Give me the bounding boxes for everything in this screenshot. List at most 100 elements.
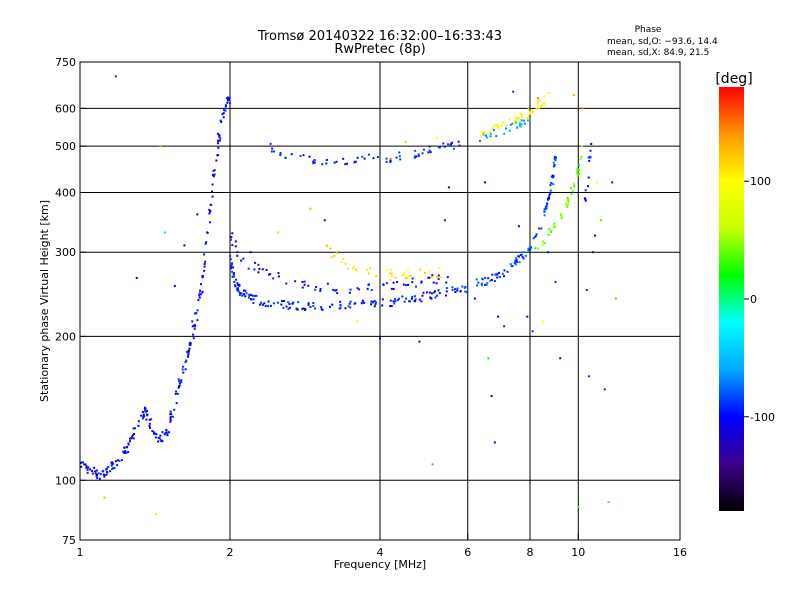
data-point [130, 435, 133, 438]
data-point [352, 267, 355, 270]
data-point [213, 173, 216, 176]
data-point [213, 169, 216, 172]
data-point [607, 501, 610, 504]
data-point [438, 146, 441, 149]
data-point [173, 284, 176, 287]
data-point [85, 467, 88, 470]
data-point [411, 281, 414, 284]
data-point [94, 472, 97, 475]
data-point [519, 112, 522, 115]
data-point [580, 155, 583, 158]
data-point [395, 156, 398, 159]
data-point [497, 126, 500, 129]
data-point [349, 300, 352, 303]
data-point [209, 210, 212, 213]
data-point [370, 303, 373, 306]
data-point [313, 161, 316, 164]
data-point [398, 297, 401, 300]
data-point [549, 189, 552, 192]
data-point [520, 123, 523, 126]
data-point [438, 292, 441, 295]
x-axis-label: Frequency [MHz] [334, 558, 426, 571]
data-point [430, 297, 433, 300]
data-point [527, 249, 530, 252]
data-point [356, 320, 359, 323]
data-point [548, 228, 551, 231]
data-point [490, 278, 493, 281]
data-point [254, 294, 257, 297]
data-point [401, 295, 404, 298]
data-point [273, 150, 276, 153]
data-point [435, 275, 438, 278]
data-point [185, 359, 188, 362]
data-point [560, 213, 563, 216]
data-point [304, 308, 307, 311]
data-point [499, 275, 502, 278]
data-point [123, 446, 126, 449]
data-point [512, 90, 515, 93]
data-point [215, 159, 218, 162]
data-point [153, 431, 156, 434]
data-point [272, 302, 275, 305]
data-point [146, 409, 149, 412]
data-point [438, 267, 441, 270]
data-point [302, 307, 305, 310]
data-point [224, 107, 227, 110]
data-point [360, 301, 363, 304]
colorbar: [deg] 100 0 -100 [715, 71, 775, 511]
data-point [549, 192, 552, 195]
data-point [102, 473, 105, 476]
data-point [573, 183, 576, 186]
data-point [277, 275, 280, 278]
data-point [374, 303, 377, 306]
data-point [196, 319, 199, 322]
data-point [575, 171, 578, 174]
data-point [394, 300, 397, 303]
data-point [534, 234, 537, 237]
data-point [484, 276, 487, 279]
data-point [325, 244, 328, 247]
data-point [389, 299, 392, 302]
data-point [520, 116, 523, 119]
data-point [226, 101, 229, 104]
data-point [405, 297, 408, 300]
data-point [443, 145, 446, 148]
data-point [333, 254, 336, 257]
data-point [329, 247, 332, 250]
data-point [199, 289, 202, 292]
data-point [361, 299, 364, 302]
data-point [307, 284, 310, 287]
data-point [398, 155, 401, 158]
data-point [178, 382, 181, 385]
data-point [404, 284, 407, 287]
data-point [520, 113, 523, 116]
y-tick-label: 200 [55, 330, 76, 343]
data-point [427, 276, 430, 279]
data-point [403, 272, 406, 275]
data-point [595, 181, 598, 184]
data-point [373, 305, 376, 308]
data-point [242, 293, 245, 296]
data-point [566, 199, 569, 202]
data-point [344, 262, 347, 265]
data-point [325, 158, 328, 161]
data-point [392, 281, 395, 284]
data-point [401, 274, 404, 277]
data-point [91, 469, 94, 472]
data-point [255, 294, 258, 297]
data-point [154, 513, 157, 516]
data-point [535, 233, 538, 236]
data-point [231, 270, 234, 273]
data-point [309, 207, 312, 210]
data-point [133, 432, 136, 435]
data-point [420, 300, 423, 303]
data-point [226, 98, 229, 101]
data-point [349, 306, 352, 309]
data-point [389, 272, 392, 275]
data-point [459, 290, 462, 293]
data-point [537, 99, 540, 102]
data-point [515, 118, 518, 121]
data-point [418, 298, 421, 301]
data-point [245, 292, 248, 295]
